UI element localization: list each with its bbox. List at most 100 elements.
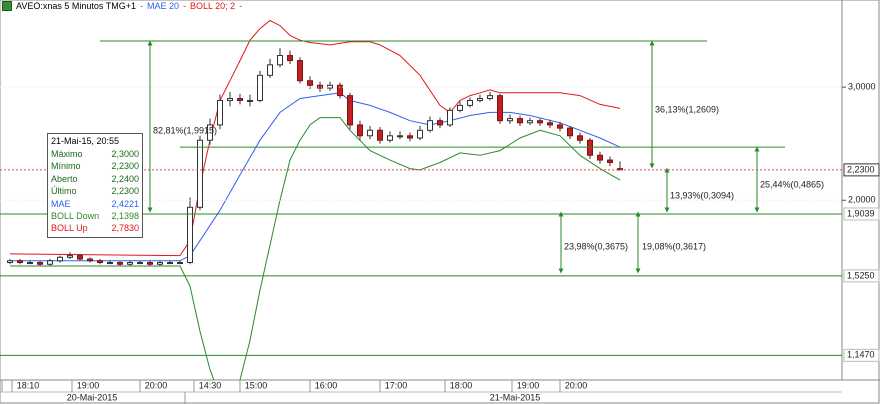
indicator-line [9, 19, 621, 257]
candle-body [47, 260, 53, 265]
candle-body [387, 135, 393, 141]
candle-body [317, 84, 323, 89]
info-key: MAE [51, 198, 71, 209]
candle-body [557, 124, 563, 129]
measure-label: 82,81%(1,9915) [153, 125, 217, 135]
candle-body [277, 55, 283, 66]
candle-body [67, 255, 73, 258]
candle-body [107, 261, 113, 264]
info-row: BOLL Up 2,7830 [51, 222, 139, 234]
y-tick-label: 3,0000 [848, 82, 876, 92]
candle-body [97, 260, 103, 263]
info-row: Aberto 2,2400 [51, 173, 139, 185]
info-value: 2,4221 [111, 198, 139, 209]
candle-body [57, 256, 63, 262]
indicator-line [10, 117, 621, 380]
candle-body [217, 99, 223, 126]
info-box: 21-Mai-15, 20:55 Máximo 2,3000 Mínimo 2,230… [47, 133, 143, 238]
measure-label: 23,98%(0,3675) [564, 241, 628, 251]
candle-body [37, 261, 43, 265]
candle-body [457, 104, 463, 111]
icon [2, 1, 12, 11]
candle-body [297, 60, 303, 82]
info-row: Último 2,2300 [51, 185, 139, 197]
separator: - [239, 1, 243, 11]
x-tick-label: 17:00 [385, 380, 408, 390]
info-key: Último [51, 186, 77, 197]
candle-body [447, 109, 453, 126]
info-row: BOLL Down 2,1398 [51, 210, 139, 222]
candle-body [77, 255, 83, 260]
measure-label: 13,93%(0,3094) [670, 190, 734, 200]
candle-body [567, 127, 573, 137]
candle-body [27, 261, 33, 264]
candle-body [417, 129, 423, 139]
candle-body [367, 129, 373, 137]
candle-body [227, 98, 233, 101]
info-key: BOLL Up [51, 223, 88, 234]
separator: - [139, 1, 143, 11]
measure-label: 36,13%(1,2609) [655, 104, 719, 114]
separator: - [182, 1, 186, 11]
info-row: MAE 2,4221 [51, 198, 139, 210]
info-value: 2,7830 [111, 223, 139, 234]
x-tick-label: 20:00 [145, 380, 168, 390]
candle-body [397, 135, 403, 138]
candle-body [197, 139, 203, 208]
candle-body [137, 261, 143, 264]
candle-body [377, 129, 383, 141]
candle-body [127, 261, 133, 265]
x-tick-label: 16:00 [315, 380, 338, 390]
level-label-box [843, 207, 880, 221]
candle-body [547, 122, 553, 126]
date-label: 21-Mai-2015 [490, 392, 541, 402]
x-tick-label: 19:00 [517, 380, 540, 390]
info-value: 2,3000 [111, 149, 139, 159]
candle-body [287, 55, 293, 62]
info-value: 2,2300 [111, 186, 139, 197]
candle-body [507, 118, 513, 122]
info-value: 2,2400 [111, 173, 139, 184]
candle-body [247, 99, 253, 102]
info-key: Aberto [51, 173, 78, 184]
info-row: Máximo 2,3000 [51, 148, 139, 160]
plot [7, 19, 623, 380]
candle-body [167, 261, 173, 264]
candle-body [357, 124, 363, 137]
candle-body [17, 260, 23, 263]
level-label-box [843, 269, 880, 283]
candle-body [87, 258, 93, 262]
legend-mae: MAE 20 [146, 1, 179, 11]
candle-body [537, 120, 543, 124]
level-label: 1,5250 [847, 270, 875, 280]
indicator-line [10, 92, 621, 262]
candle-body [587, 139, 593, 156]
info-key: BOLL Down [51, 211, 100, 222]
level-label-box [843, 163, 880, 177]
info-title: 21-Mai-15, 20:55 [51, 136, 120, 146]
level-label: 1,9039 [847, 208, 875, 218]
candle-body [437, 120, 443, 126]
y-tick-label: 2,0000 [848, 195, 876, 205]
candle-body [407, 135, 413, 139]
x-tick-label: 19:00 [77, 380, 100, 390]
candle-body [577, 135, 583, 141]
candle-body [117, 261, 123, 265]
measure-label: 25,44%(0,4865) [760, 179, 824, 189]
x-tick-label: 20:00 [565, 380, 588, 390]
measure-label: 19,08%(0,3617) [642, 241, 706, 251]
info-key: Máximo [51, 149, 83, 159]
x-tick-label: 15:00 [245, 380, 268, 390]
info-key: Mínimo [51, 161, 81, 172]
x-tick-label: 18:00 [450, 380, 473, 390]
candle-body [147, 261, 153, 265]
candle-body [487, 95, 493, 100]
candle-body [177, 261, 183, 264]
candle-body [597, 154, 603, 161]
candle-body [477, 98, 483, 101]
info-value: 2,1398 [111, 211, 139, 222]
candle-body [337, 84, 343, 97]
